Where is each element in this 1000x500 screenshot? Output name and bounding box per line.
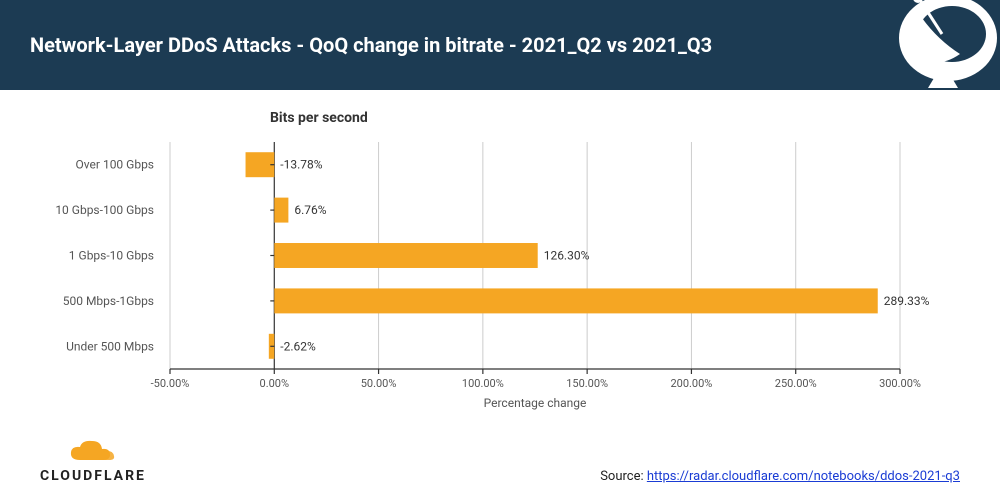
chart-container: Bits per second -50.00% 0.00% 50.00% 100.00… <box>0 90 1000 414</box>
cloudflare-logo: CLOUDFLARE <box>40 438 146 484</box>
x-tick-label: 200.00% <box>670 377 712 390</box>
x-axis-title: Percentage change <box>484 396 587 410</box>
cloudflare-cloud-icon <box>68 438 118 466</box>
bar-value-label: 289.33% <box>884 294 930 308</box>
bar <box>246 152 275 177</box>
x-tick-label: 0.00% <box>260 377 290 390</box>
bar-value-label: 126.30% <box>544 249 590 263</box>
source-link[interactable]: https://radar.cloudflare.com/notebooks/d… <box>647 469 960 484</box>
bar-value-label: -13.78% <box>280 158 322 172</box>
page-title: Network-Layer DDoS Attacks - QoQ change … <box>30 33 712 57</box>
category-label: 10 Gbps-100 Gbps <box>55 203 154 217</box>
x-tick-label: 250.00% <box>775 377 817 390</box>
x-tick-label: 50.00% <box>361 377 397 390</box>
source-prefix: Source: <box>600 469 647 484</box>
chart-y-title: Bits per second <box>40 110 960 126</box>
source-attribution: Source: https://radar.cloudflare.com/not… <box>600 469 960 484</box>
bar-chart-svg: -50.00% 0.00% 50.00% 100.00% 150.00% 200.00% 2… <box>40 134 960 414</box>
satellite-dish-icon <box>860 0 1000 90</box>
x-tick-label: -50.00% <box>151 377 190 390</box>
bar <box>274 243 537 268</box>
category-label: Over 100 Gbps <box>76 158 154 172</box>
category-label: 1 Gbps-10 Gbps <box>69 249 154 263</box>
footer: CLOUDFLARE Source: https://radar.cloudfl… <box>0 438 1000 484</box>
x-tick-label: 150.00% <box>566 377 608 390</box>
cloudflare-logo-text: CLOUDFLARE <box>40 468 146 484</box>
header-banner: Network-Layer DDoS Attacks - QoQ change … <box>0 0 1000 90</box>
bar <box>274 198 288 223</box>
category-label: 500 Mbps-1Gbps <box>63 294 154 308</box>
bar-value-label: 6.76% <box>294 203 326 217</box>
x-tick-label: 300.00% <box>879 377 921 390</box>
bar-value-label: -2.62% <box>280 339 316 353</box>
chart-area: -50.00% 0.00% 50.00% 100.00% 150.00% 200.00% 2… <box>40 134 960 414</box>
x-tick-label: 100.00% <box>462 377 504 390</box>
category-label: Under 500 Mbps <box>66 339 154 353</box>
bar <box>274 288 877 313</box>
